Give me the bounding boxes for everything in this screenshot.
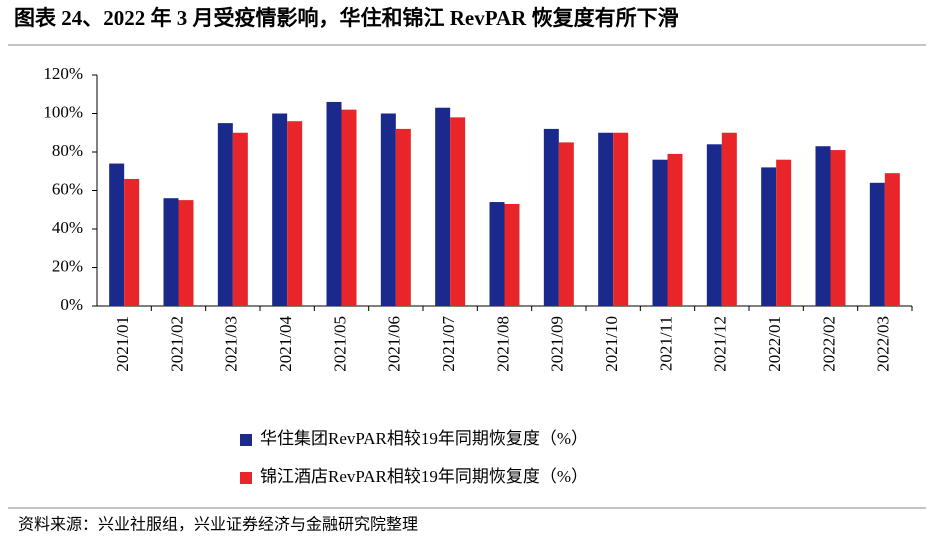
y-tick-label: 0% bbox=[60, 295, 83, 314]
x-tick-label: 2021/04 bbox=[276, 316, 295, 372]
bar bbox=[272, 113, 288, 306]
legend-swatch bbox=[240, 472, 252, 484]
source: 资料来源：兴业社服组，兴业证券经济与金融研究院整理 bbox=[18, 516, 418, 534]
bar bbox=[761, 167, 777, 306]
x-tick-label: 2021/03 bbox=[222, 316, 241, 372]
bar bbox=[830, 150, 846, 306]
x-tick-label: 2021/02 bbox=[167, 316, 186, 372]
y-tick-label: 60% bbox=[52, 179, 83, 198]
bar bbox=[217, 123, 233, 306]
legend-label: 锦江酒店RevPAR相较19年同期恢复度（%） bbox=[260, 467, 588, 486]
x-tick-label: 2021/10 bbox=[602, 316, 621, 372]
bar bbox=[721, 132, 737, 306]
bar bbox=[815, 146, 831, 306]
bar bbox=[869, 182, 885, 306]
x-tick-label: 2021/11 bbox=[656, 316, 675, 371]
x-tick-label: 2022/02 bbox=[819, 316, 838, 372]
bar bbox=[598, 132, 614, 306]
y-tick-label: 20% bbox=[52, 256, 83, 275]
bar bbox=[613, 132, 629, 306]
x-tick-label: 2021/07 bbox=[439, 316, 458, 372]
y-tick-label: 80% bbox=[52, 141, 83, 160]
bar bbox=[652, 159, 668, 306]
x-tick-label: 2021/06 bbox=[385, 316, 404, 372]
bar bbox=[450, 117, 466, 306]
bar bbox=[341, 109, 357, 307]
bar bbox=[326, 101, 342, 306]
x-tick-label: 2021/08 bbox=[493, 316, 512, 372]
bar bbox=[163, 198, 179, 306]
x-tick-label: 2021/12 bbox=[711, 316, 730, 372]
bar bbox=[504, 203, 520, 306]
bar bbox=[489, 202, 505, 306]
y-tick-label: 120% bbox=[43, 64, 83, 83]
bar bbox=[287, 121, 303, 306]
bar bbox=[558, 142, 574, 306]
bar bbox=[380, 113, 396, 306]
bar bbox=[178, 200, 194, 306]
bar bbox=[706, 144, 722, 306]
bar bbox=[124, 178, 140, 306]
bar bbox=[543, 128, 559, 306]
bar bbox=[884, 173, 900, 306]
y-tick-label: 100% bbox=[43, 102, 83, 121]
y-tick-label: 40% bbox=[52, 218, 83, 237]
x-tick-label: 2021/01 bbox=[113, 316, 132, 372]
bar bbox=[776, 159, 792, 306]
legend-label: 华住集团RevPAR相较19年同期恢复度（%） bbox=[260, 429, 588, 448]
x-tick-label: 2022/03 bbox=[874, 316, 893, 372]
chart-title: 图表 24、2022 年 3 月受疫情影响，华住和锦江 RevPAR 恢复度有所… bbox=[14, 6, 679, 30]
bar bbox=[232, 132, 248, 306]
bar bbox=[109, 163, 125, 306]
x-tick-label: 2021/09 bbox=[548, 316, 567, 372]
x-tick-label: 2021/05 bbox=[330, 316, 349, 372]
bar bbox=[667, 153, 683, 306]
x-tick-label: 2022/01 bbox=[765, 316, 784, 372]
bar bbox=[395, 128, 411, 306]
legend-swatch bbox=[240, 434, 252, 446]
bar bbox=[435, 107, 451, 306]
